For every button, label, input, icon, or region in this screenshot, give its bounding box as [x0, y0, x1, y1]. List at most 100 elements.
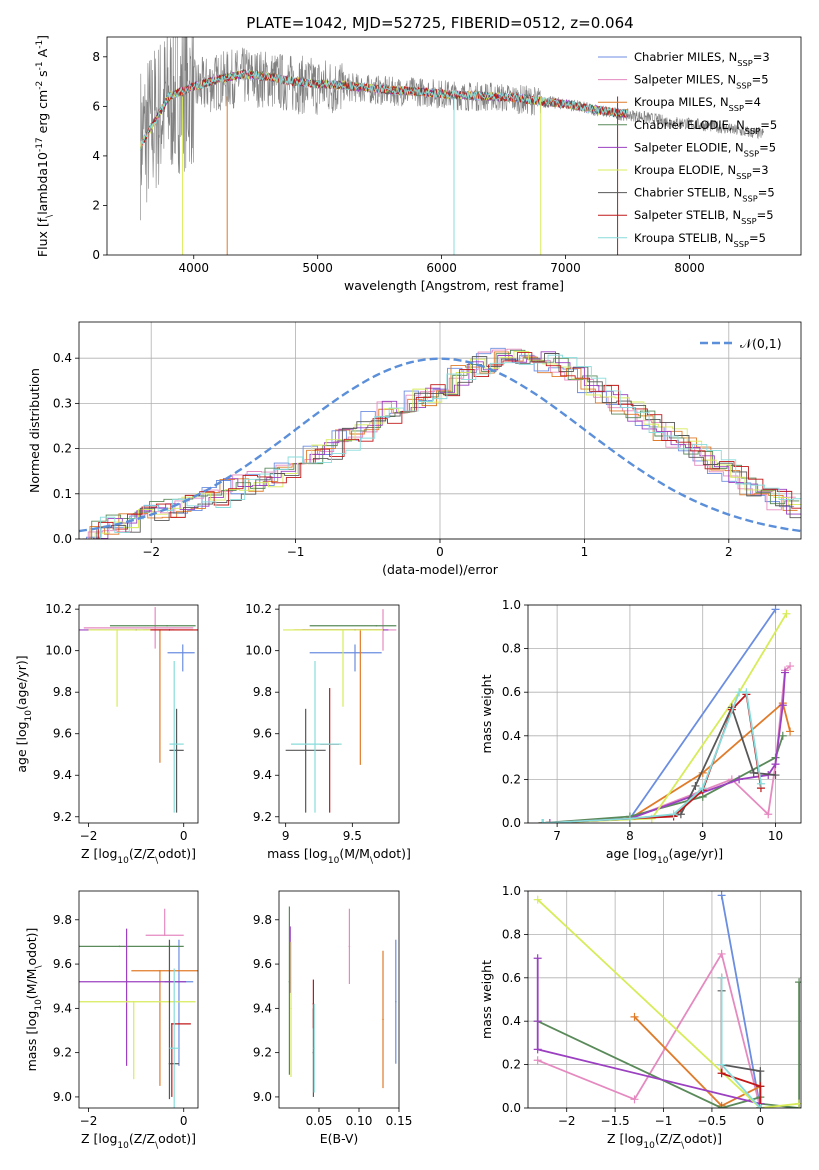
panel-mass-vs-Z: −2 0 9.0 9.2 9.4 9.6 9.8 Z [log10(Z/Z\odot)] mas… — [24, 890, 199, 1151]
data-point — [314, 743, 316, 745]
y-axis-label: mass [log10(M/M\odot)] — [24, 928, 44, 1072]
y-tick-label: 9.6 — [253, 727, 272, 741]
data-point — [163, 934, 166, 937]
weight-marker — [669, 810, 678, 819]
y-tick-label: 9.4 — [53, 768, 72, 782]
data-point — [382, 1018, 384, 1021]
panel-residuals: −2 −1 0 1 2 0.0 0.1 0.2 0.3 0.4 (data-model)/error… — [27, 321, 802, 577]
y-tick-label: 9.0 — [53, 1090, 72, 1104]
x-tick-label: 6000 — [426, 261, 457, 275]
y-tick-label: 0 — [92, 248, 100, 262]
weight-marker — [533, 1056, 542, 1065]
plot-area — [533, 891, 801, 1108]
y-tick-label: 9.8 — [253, 913, 272, 927]
x-tick-label: 8 — [626, 829, 634, 843]
x-tick-label: 5000 — [302, 261, 333, 275]
weight-marker — [735, 775, 744, 784]
y-tick-label: 9.0 — [253, 1090, 272, 1104]
y-tick-label: 6 — [92, 99, 100, 113]
weight-marker — [795, 978, 801, 987]
plot-area — [79, 607, 198, 813]
weight-line-5 — [536, 958, 761, 1105]
x-axis-label: age [log10(age/yr)] — [606, 846, 723, 866]
panel-age-vs-mass: 9 9.5 9.2 9.4 9.6 9.8 10.0 10.2 mass [log10(M/M\… — [245, 602, 411, 866]
weight-marker — [795, 1099, 801, 1108]
y-tick-label: 0.3 — [53, 396, 72, 410]
data-point — [375, 624, 378, 627]
y-tick-label: 9.8 — [53, 685, 72, 699]
weight-marker — [764, 810, 773, 819]
data-point — [354, 651, 356, 654]
x-axis-label: (data-model)/error — [382, 562, 499, 577]
weight-marker — [533, 954, 542, 963]
y-axis-label: mass weight — [479, 960, 494, 1039]
plot-area — [288, 906, 397, 1097]
panel-spectrum: 4000 5000 6000 7000 8000 0 2 4 6 8 wavelength [Ang… — [35, 35, 802, 293]
weight-marker — [756, 1067, 765, 1076]
histogram-4 — [79, 349, 800, 539]
histogram-2 — [79, 348, 796, 539]
y-axis-label: mass weight — [479, 674, 494, 753]
y-tick-label: 9.2 — [253, 1046, 272, 1060]
y-tick-label: 9.4 — [253, 768, 272, 782]
weight-marker — [717, 973, 726, 982]
weight-marker — [778, 701, 787, 710]
legend-label: Chabrier ELODIE, NSSP=5 — [634, 118, 777, 136]
x-tick-label: 9 — [699, 829, 707, 843]
weight-marker — [676, 810, 685, 819]
x-tick-label: −0.5 — [697, 1114, 726, 1128]
x-tick-label: 9.5 — [343, 829, 362, 843]
observed-spectrum — [140, 37, 764, 221]
x-tick-label: −2 — [80, 1114, 98, 1128]
x-tick-label: 4000 — [178, 261, 209, 275]
data-point — [342, 629, 344, 631]
plot-area — [79, 908, 198, 1108]
weight-marker — [717, 891, 726, 900]
weight-marker — [771, 605, 780, 614]
x-tick-label: 0.15 — [386, 1114, 413, 1128]
axes-frame — [527, 890, 802, 1109]
model-spectrum-9 — [140, 70, 628, 151]
histogram-8 — [84, 352, 801, 539]
normal-curve — [79, 357, 801, 533]
weight-marker — [625, 814, 634, 823]
y-tick-label: 9.4 — [53, 1001, 72, 1015]
x-tick-label: 0 — [180, 829, 188, 843]
y-tick-label: 0.4 — [53, 351, 72, 365]
x-tick-label: −1 — [655, 1114, 673, 1128]
data-point — [154, 627, 156, 629]
weight-marker — [717, 1104, 726, 1108]
data-point — [348, 945, 351, 948]
x-tick-label: 0.05 — [306, 1114, 333, 1128]
weight-line-6 — [537, 899, 800, 1108]
weight-marker — [533, 1017, 542, 1026]
y-tick-label: 10.0 — [245, 644, 272, 658]
panel-mass-vs-EBV: 0.05 0.10 0.15 9.0 9.2 9.4 9.6 9.8 E(B-V) — [253, 890, 413, 1146]
legend-label: Salpeter MILES, NSSP=5 — [634, 73, 769, 91]
weight-marker — [735, 688, 744, 697]
weight-line-1 — [542, 608, 777, 823]
legend-label: Kroupa STELIB, NSSP=5 — [634, 231, 766, 249]
weight-marker — [691, 781, 700, 790]
axes-frame — [78, 604, 199, 824]
weight-marker — [749, 768, 758, 777]
x-tick-label: 1 — [581, 545, 589, 559]
x-tick-label: 2 — [725, 545, 733, 559]
plot-area — [79, 347, 801, 539]
x-tick-label: −1 — [287, 545, 305, 559]
y-tick-label: 9.2 — [53, 810, 72, 824]
y-tick-label: 9.6 — [53, 727, 72, 741]
y-tick-label: 1.0 — [502, 884, 521, 898]
y-tick-label: 0.0 — [502, 1101, 521, 1115]
data-point — [313, 1047, 316, 1050]
y-tick-label: 0.6 — [502, 685, 521, 699]
weight-marker — [780, 668, 789, 677]
y-axis-label: Flux [f\lambda10-17 erg cm-2 s-1 A-1] — [35, 35, 55, 257]
data-point — [166, 624, 168, 627]
weight-marker — [717, 1060, 726, 1069]
x-axis-label: Z [log10(Z/Z\odot)] — [607, 1131, 722, 1151]
y-tick-label: 1.0 — [502, 598, 521, 612]
data-point — [395, 1000, 397, 1003]
y-axis-label: age [log10(age/yr)] — [14, 655, 34, 772]
